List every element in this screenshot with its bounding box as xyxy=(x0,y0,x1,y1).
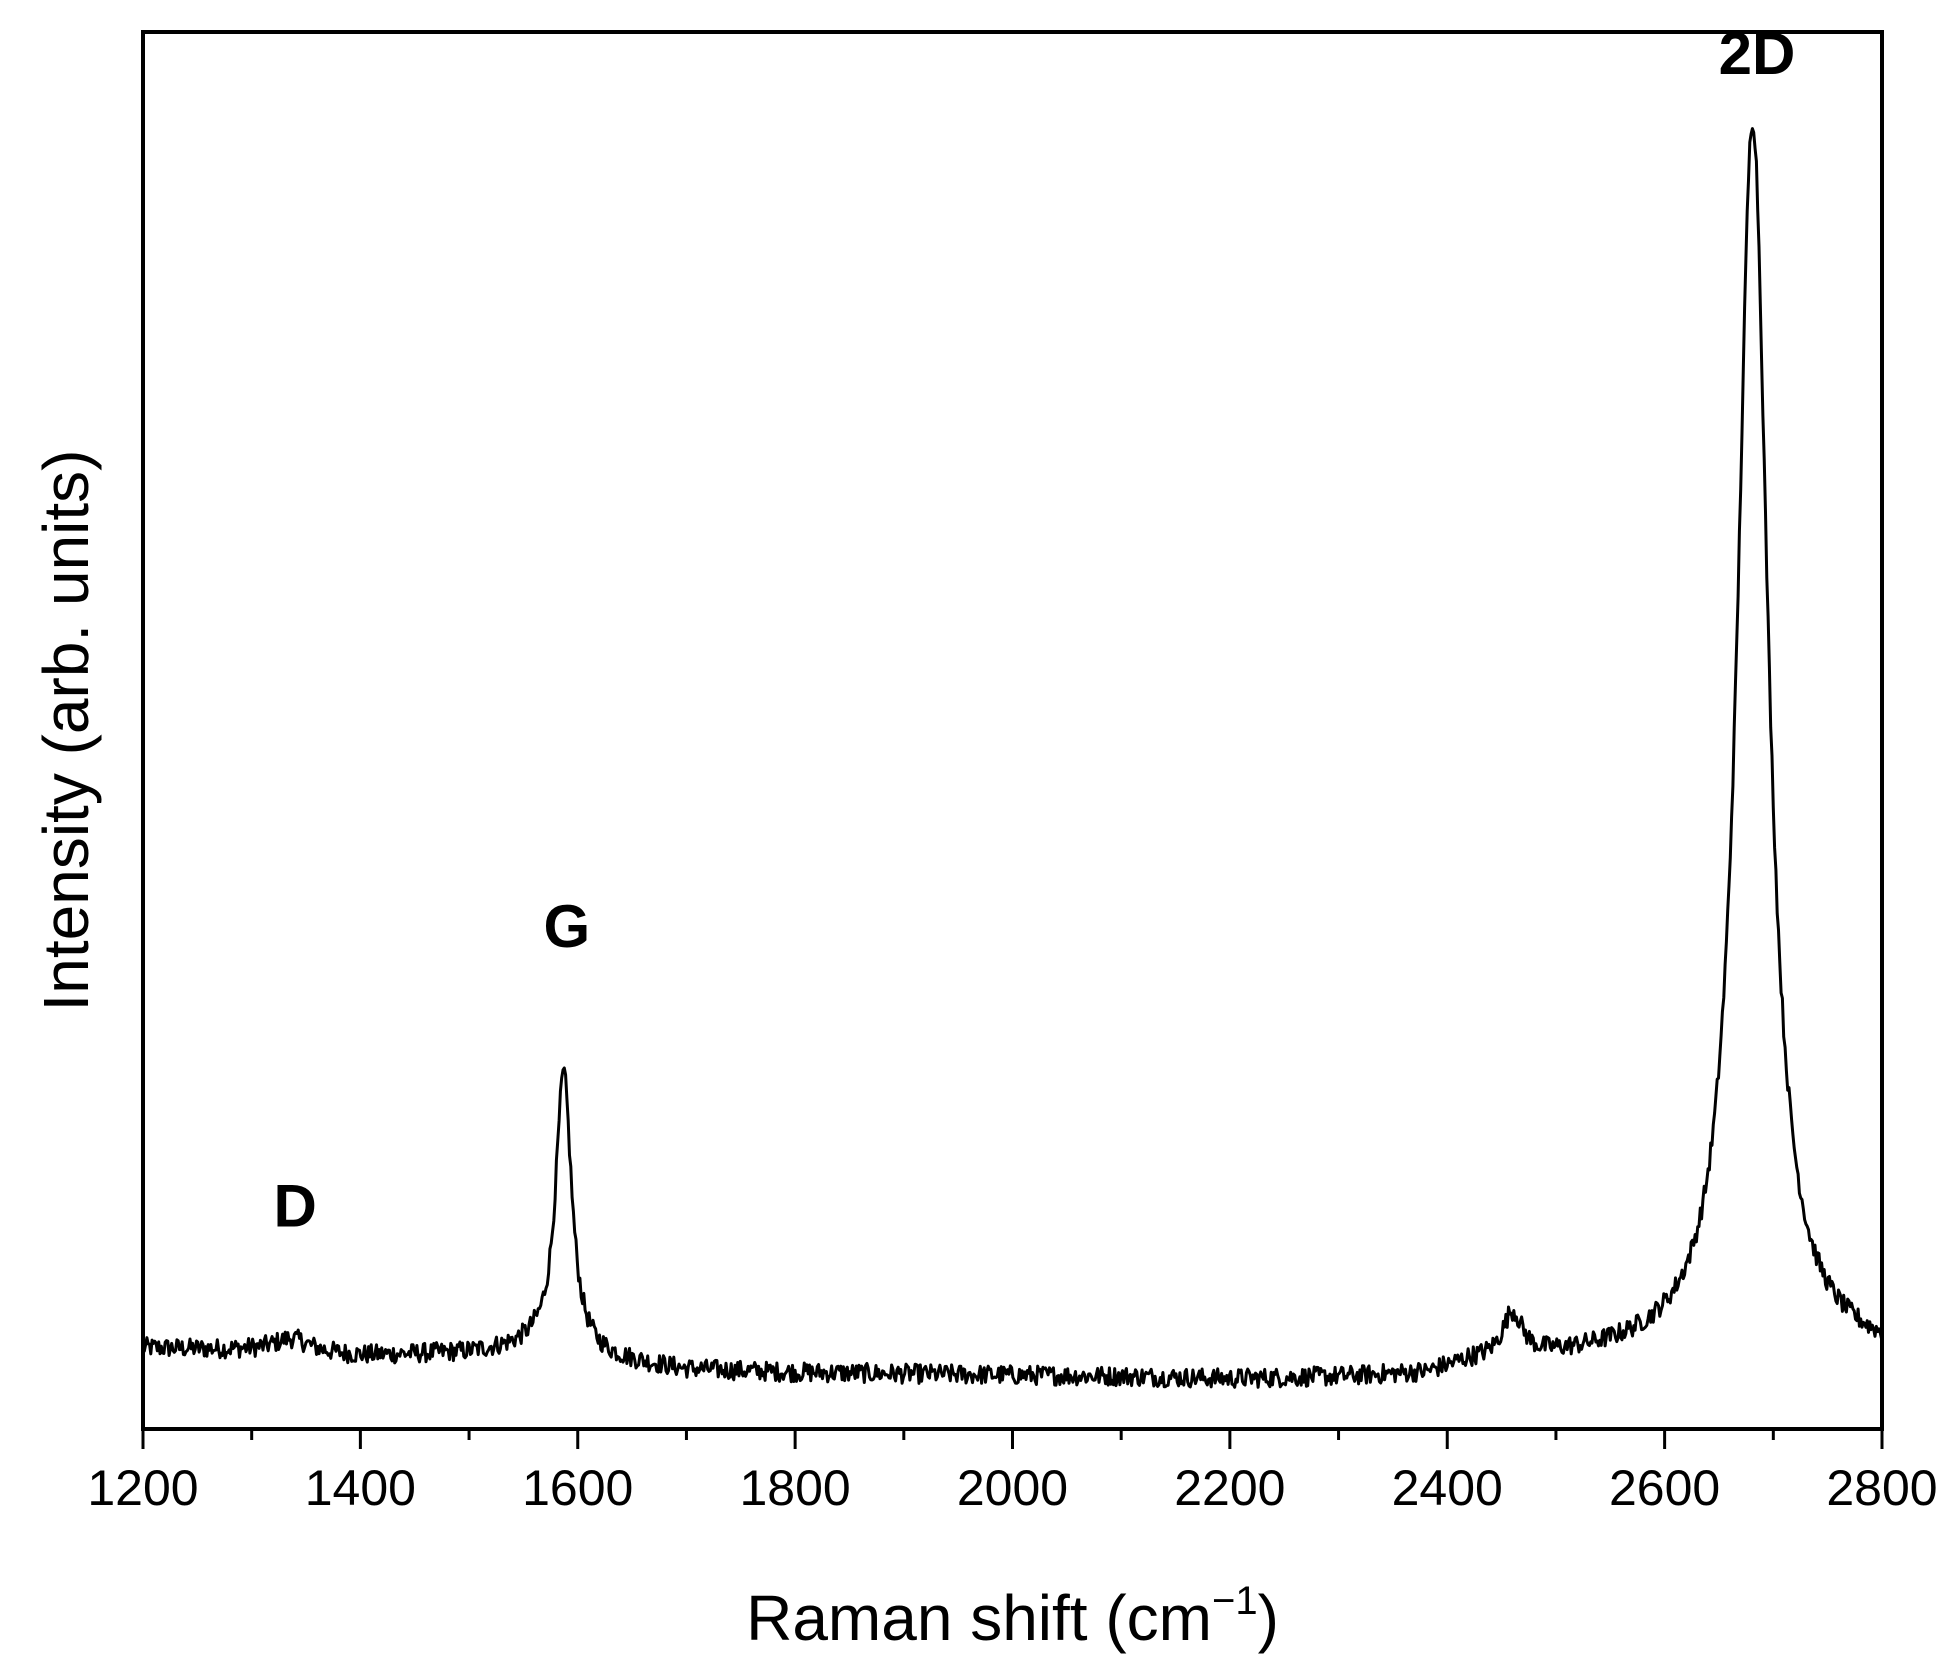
y-axis-label: Intensity (arb. units) xyxy=(30,450,102,1012)
x-tick-labels: 1200 1400 1600 1800 2000 2200 2400 2600 2800 xyxy=(87,1460,1937,1516)
peak-annotations: D G 2D xyxy=(273,20,1795,1240)
x-axis-label-main: Raman shift (cm xyxy=(746,1582,1212,1654)
spectrum-series-line xyxy=(141,127,1884,1389)
x-tick-label: 1800 xyxy=(740,1460,851,1516)
peak-label-2d: 2D xyxy=(1719,20,1796,87)
x-tick-label: 1200 xyxy=(87,1460,198,1516)
peak-label-g: G xyxy=(544,893,591,960)
plot-frame xyxy=(141,30,1884,1431)
x-major-ticks xyxy=(141,1429,1884,1449)
x-tick-label: 2400 xyxy=(1392,1460,1503,1516)
x-tick-label: 1600 xyxy=(522,1460,633,1516)
peak-label-d: D xyxy=(273,1172,316,1239)
x-axis-label-superscript: −1 xyxy=(1212,1579,1258,1623)
x-axis-label-close: ) xyxy=(1258,1582,1279,1654)
x-axis-label: Raman shift (cm−1) xyxy=(746,1579,1279,1654)
x-tick-label: 2000 xyxy=(957,1460,1068,1516)
x-tick-label: 2800 xyxy=(1826,1460,1937,1516)
x-tick-label: 2200 xyxy=(1174,1460,1285,1516)
x-tick-label: 2600 xyxy=(1609,1460,1720,1516)
x-tick-label: 1400 xyxy=(305,1460,416,1516)
